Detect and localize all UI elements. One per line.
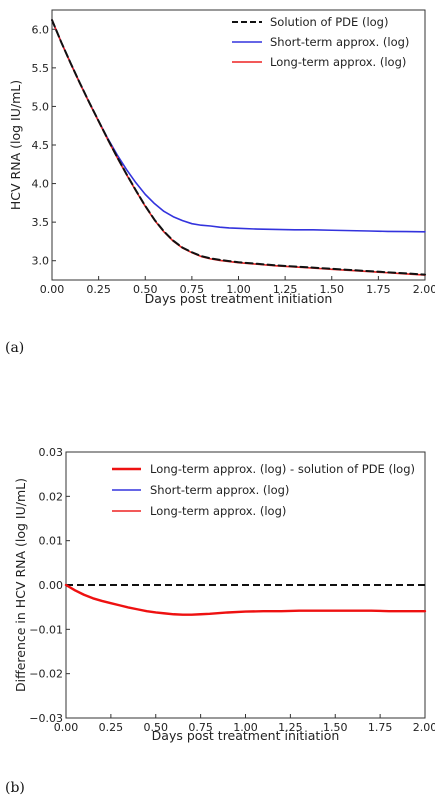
legend-entry-label: Short-term approx. (log): [270, 35, 409, 49]
x-tick-label: 0.00: [40, 283, 65, 296]
legend-entry-label: Long-term approx. (log): [270, 55, 406, 69]
y-tick-label: 5.5: [32, 62, 50, 75]
series-line-1: [64, 583, 427, 616]
chart-panel-a: 0.00 0.25 0.50 0.75 1.00 1.25 1.50 1.75 2.00 3.0 3…: [5, 9, 435, 356]
y-tick-label: −0.03: [29, 712, 63, 725]
plot-area-a: [51, 9, 426, 281]
legend-a: Solution of PDE (log) Short-term approx. …: [232, 15, 409, 69]
x-axis-label-a: Days post treatment initiation: [145, 291, 333, 306]
x-tick-label: 0.50: [133, 283, 158, 296]
y-tick-label: −0.01: [29, 623, 63, 636]
x-tick-label: 0.75: [180, 283, 205, 296]
series-group-a: [51, 19, 426, 276]
tick-group-a: 0.00 0.25 0.50 0.75 1.00 1.25 1.50 1.75 2.00 3.0 3…: [32, 23, 435, 296]
y-axis-label-b: Difference in HCV RNA (log IU/mL): [13, 478, 28, 692]
series-line-1: [51, 19, 426, 276]
y-axis-label-a: HCV RNA (log IU/mL): [8, 80, 23, 210]
x-tick-label: 1.75: [368, 721, 393, 734]
panel-label-a: (a): [5, 340, 24, 356]
y-tick-label: 3.0: [32, 255, 50, 268]
y-tick-label: 3.5: [32, 216, 50, 229]
y-tick-label: 6.0: [32, 23, 50, 36]
x-tick-label: 2.00: [413, 283, 435, 296]
x-tick-label: 1.25: [273, 283, 298, 296]
y-tick-label: 4.0: [32, 178, 50, 191]
x-tick-label: 0.75: [188, 721, 213, 734]
panel-label-b: (b): [5, 780, 25, 796]
legend-entry-label: Long-term approx. (log): [150, 504, 286, 518]
x-tick-label: 0.25: [86, 283, 111, 296]
x-tick-label: 1.50: [320, 283, 345, 296]
series-line-2: [51, 19, 426, 233]
tick-group-b: 0.00 0.25 0.50 0.75 1.00 1.25 1.50 1.75 2.00 −0.0…: [29, 446, 435, 734]
x-tick-label: 1.50: [323, 721, 348, 734]
x-tick-label: 1.75: [366, 283, 391, 296]
x-tick-label: 2.00: [413, 721, 435, 734]
chart-panel-b: 0.00 0.25 0.50 0.75 1.00 1.25 1.50 1.75 2.00 −0.0…: [5, 446, 435, 796]
y-tick-label: 0.03: [39, 446, 64, 459]
y-tick-label: 0.02: [39, 490, 64, 503]
series-group-b: [64, 583, 427, 616]
x-tick-label: 1.00: [226, 283, 251, 296]
x-tick-label: 0.00: [54, 721, 79, 734]
x-axis-label-b: Days post treatment initiation: [152, 728, 340, 743]
y-tick-label: 0.00: [39, 579, 64, 592]
y-tick-label: 4.5: [32, 139, 50, 152]
legend-b: Long-term approx. (log) - solution of PD…: [112, 462, 415, 518]
legend-entry-label: Long-term approx. (log) - solution of PD…: [150, 462, 415, 476]
y-tick-label: −0.02: [29, 668, 63, 681]
legend-entry-label: Solution of PDE (log): [270, 15, 388, 29]
legend-entry-label: Short-term approx. (log): [150, 483, 289, 497]
x-tick-label: 1.25: [278, 721, 303, 734]
x-tick-label: 1.00: [233, 721, 258, 734]
x-tick-label: 0.50: [144, 721, 169, 734]
y-tick-label: 0.01: [39, 535, 64, 548]
y-tick-label: 5.0: [32, 100, 50, 113]
x-tick-label: 0.25: [99, 721, 124, 734]
